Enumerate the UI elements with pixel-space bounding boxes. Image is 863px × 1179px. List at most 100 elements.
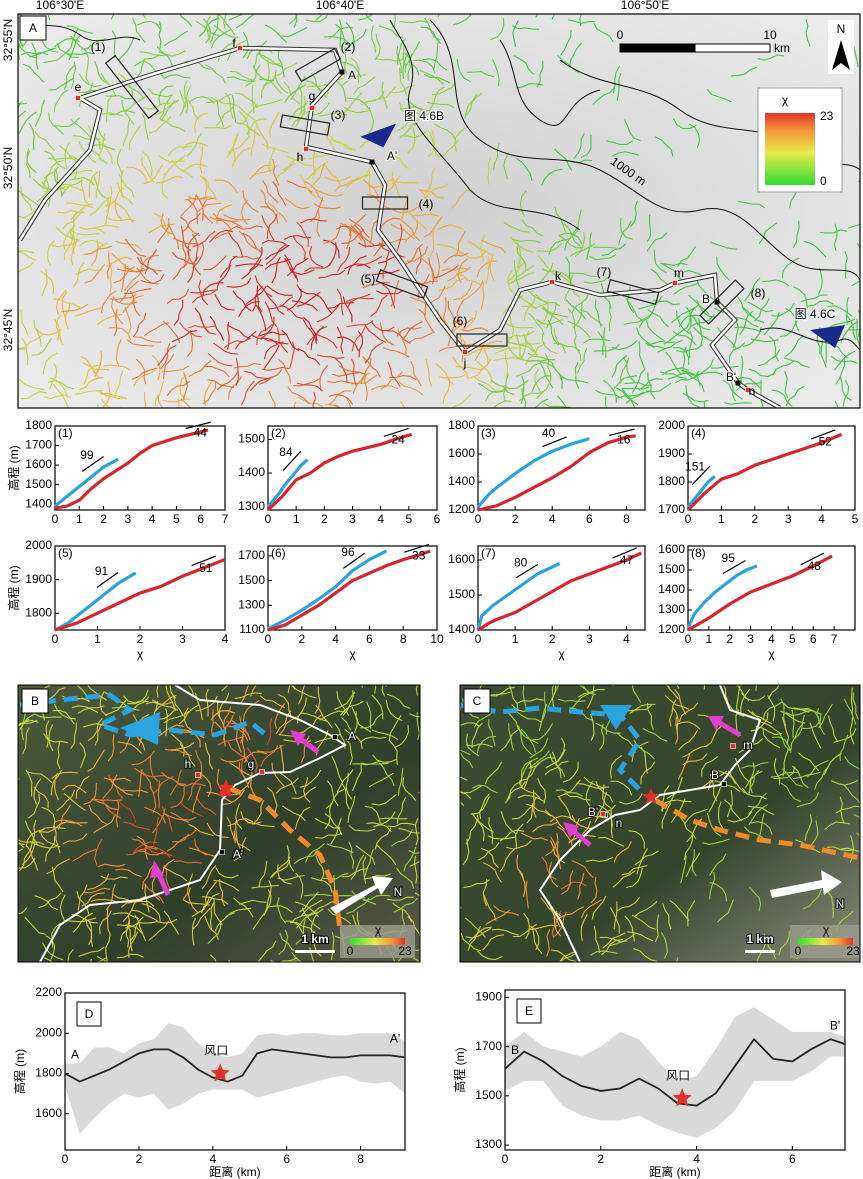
stream <box>212 342 239 355</box>
stream <box>455 230 466 257</box>
stream <box>724 402 752 405</box>
point-marker <box>259 769 265 775</box>
stream <box>376 290 404 295</box>
stream <box>348 841 355 869</box>
stream <box>126 166 148 183</box>
stream <box>465 733 480 757</box>
stream <box>107 217 136 222</box>
y-tick-label: 1500 <box>475 1088 502 1102</box>
stream <box>612 870 636 888</box>
stream <box>722 379 744 400</box>
stream <box>235 14 256 29</box>
stream <box>24 820 39 846</box>
stream <box>347 255 367 275</box>
stream <box>136 358 147 385</box>
stream <box>144 248 158 275</box>
stream <box>599 723 605 751</box>
stream <box>557 698 586 702</box>
stream <box>617 220 632 246</box>
stream <box>585 856 614 863</box>
x-tick-label: 4 <box>377 512 384 526</box>
stream <box>602 932 626 949</box>
stream <box>351 358 357 387</box>
north-label: N <box>836 897 845 911</box>
stream <box>110 14 115 20</box>
stream <box>336 769 354 793</box>
point-marker <box>745 387 751 393</box>
stream <box>166 288 190 304</box>
stream <box>204 742 214 770</box>
stream <box>610 810 613 839</box>
stream <box>831 779 859 786</box>
stream <box>157 395 164 408</box>
stream <box>265 293 285 316</box>
stream <box>418 308 434 333</box>
stream <box>53 825 61 854</box>
stream <box>529 738 549 759</box>
stream <box>396 45 402 73</box>
x-tick-label: 2 <box>726 632 733 646</box>
stream <box>512 923 537 938</box>
stream <box>132 841 158 854</box>
stream <box>103 364 131 371</box>
stream <box>165 708 168 737</box>
stream <box>235 225 263 230</box>
stream <box>296 95 306 122</box>
stream <box>59 145 82 164</box>
stream <box>36 178 50 203</box>
stream <box>490 379 515 396</box>
stream <box>357 330 363 358</box>
stream <box>143 164 163 185</box>
stream <box>364 324 387 343</box>
stream <box>228 375 242 400</box>
stream <box>158 155 185 163</box>
stream <box>182 899 211 906</box>
stream <box>83 364 101 385</box>
stream <box>507 315 515 343</box>
stream <box>241 736 249 764</box>
stream <box>202 176 217 201</box>
stream <box>425 183 449 199</box>
slope-label: 33 <box>412 548 426 562</box>
x-tick-label: 0 <box>685 632 692 646</box>
stream <box>196 202 222 214</box>
stream <box>122 898 140 922</box>
stream <box>330 138 357 152</box>
stream <box>569 42 583 68</box>
profile-label: (5) <box>361 272 376 286</box>
stream <box>188 325 216 329</box>
stream <box>537 778 547 804</box>
stream <box>296 382 323 392</box>
slope-label: 47 <box>620 553 634 567</box>
stream <box>195 20 220 37</box>
stream <box>557 55 580 74</box>
x-tick-label: 8 <box>357 1152 364 1166</box>
stream <box>833 223 838 251</box>
x-axis-label: χ <box>349 647 356 661</box>
stream <box>574 231 586 258</box>
stream <box>141 902 161 922</box>
stream <box>428 257 435 285</box>
panel-label: (4) <box>691 426 706 440</box>
stream <box>295 911 319 929</box>
stream <box>740 688 751 715</box>
stream <box>646 232 668 252</box>
stream <box>557 395 571 408</box>
stream <box>192 786 202 814</box>
stream <box>43 50 69 63</box>
stream <box>748 792 767 815</box>
stream <box>315 832 343 839</box>
stream <box>672 331 697 346</box>
stream <box>716 326 737 349</box>
stream <box>334 178 360 192</box>
stream <box>730 66 757 77</box>
stream <box>477 842 500 861</box>
y-tick-label: 1800 <box>25 605 52 619</box>
stream <box>30 819 37 848</box>
stream <box>661 802 672 829</box>
stream <box>284 84 307 103</box>
stream <box>709 773 718 802</box>
stream <box>659 371 687 379</box>
legend-title: χ <box>823 923 830 937</box>
